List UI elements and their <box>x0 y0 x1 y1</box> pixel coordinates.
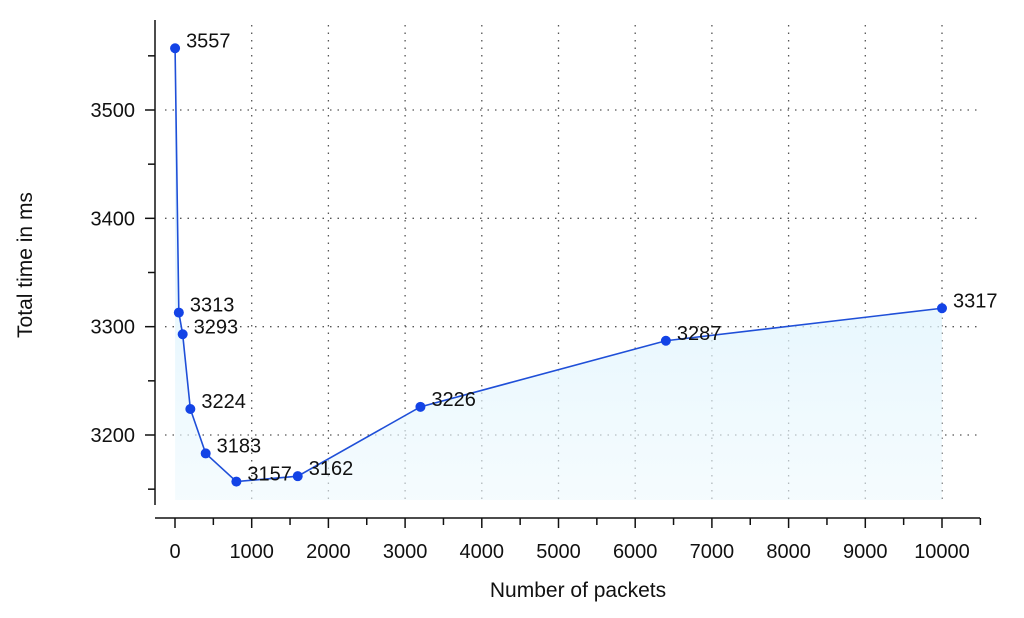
area-under-line <box>175 48 942 500</box>
data-point <box>185 404 196 414</box>
x-tick-label: 0 <box>169 541 180 563</box>
data-label: 3313 <box>190 295 235 317</box>
x-tick-label: 7000 <box>690 541 735 563</box>
data-point <box>231 476 242 487</box>
data-label: 3557 <box>186 30 231 52</box>
data-label: 3183 <box>217 435 262 457</box>
data-label: 3287 <box>677 323 722 345</box>
x-tick-label: 2000 <box>306 541 351 563</box>
x-tick-label: 6000 <box>613 541 658 563</box>
x-tick-label: 10000 <box>914 541 970 563</box>
grid-lines <box>165 25 980 505</box>
x-axis-title: Number of packets <box>490 579 666 602</box>
y-tick-label: 3300 <box>91 317 136 339</box>
series-line <box>174 48 943 483</box>
data-points <box>170 43 947 487</box>
data-point <box>170 43 181 54</box>
series-polyline <box>174 48 943 483</box>
y-axis-title: Total time in ms <box>14 192 37 338</box>
x-tick-label: 4000 <box>460 541 505 563</box>
data-point <box>292 471 303 482</box>
data-point <box>200 448 211 459</box>
y-tick-label: 3400 <box>91 208 136 230</box>
axes: 0 1000 2000 3000 4000 5000 6000 7000 8000 9000 100… <box>91 20 982 563</box>
data-point <box>660 335 671 346</box>
y-tick-label: 3200 <box>91 425 136 447</box>
x-tick-label: 1000 <box>229 541 274 563</box>
y-tick-label: 3500 <box>91 100 136 122</box>
data-point <box>415 401 426 412</box>
x-tick-label: 3000 <box>383 541 428 563</box>
data-label: 3317 <box>953 290 998 312</box>
data-label: 3157 <box>247 464 291 486</box>
data-label: 3224 <box>201 391 246 413</box>
data-label: 3226 <box>431 389 476 411</box>
data-point <box>177 329 188 340</box>
x-tick-label: 9000 <box>843 541 888 563</box>
x-tick-label: 5000 <box>536 541 581 563</box>
data-point <box>937 303 947 314</box>
data-label: 3293 <box>194 316 239 338</box>
area-fill <box>175 48 942 500</box>
data-point <box>173 307 184 318</box>
x-tick-label: 8000 <box>766 541 811 563</box>
data-label: 3162 <box>309 458 354 480</box>
